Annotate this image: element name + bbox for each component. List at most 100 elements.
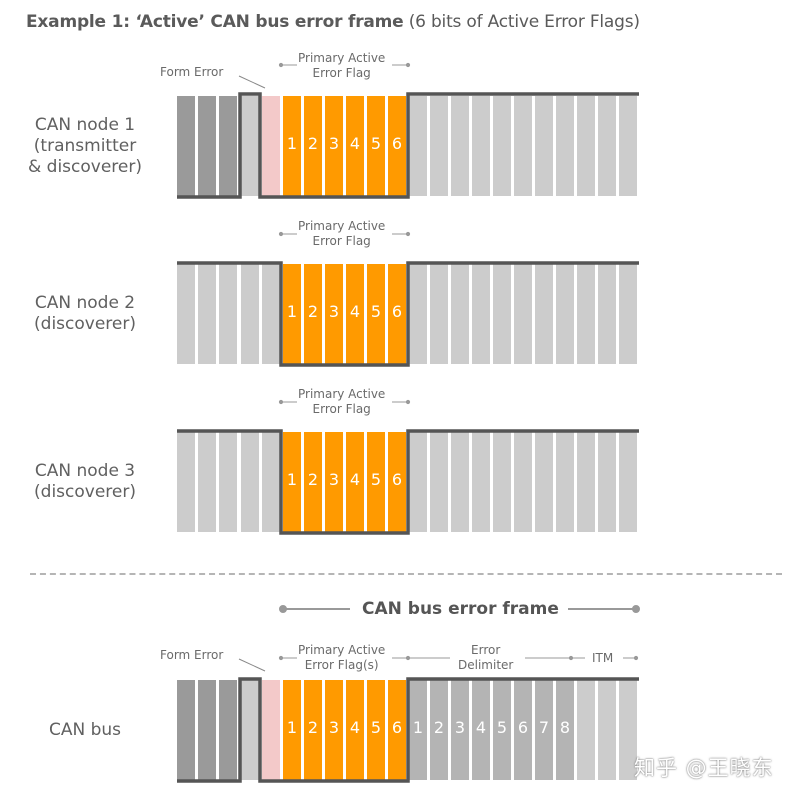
bit	[493, 432, 511, 532]
bit	[241, 432, 259, 532]
node2-bit-row: 1 2 3 4 5 6	[177, 261, 639, 368]
bit-number: 6	[391, 718, 403, 737]
bit	[472, 432, 490, 532]
delimiter-bit: 5	[493, 680, 511, 780]
bit	[598, 264, 616, 364]
node3-flag-annotation: Primary Active Error Flag	[298, 387, 385, 417]
bit	[472, 264, 490, 364]
bit	[451, 264, 469, 364]
bit-number: 4	[349, 470, 361, 489]
form-error-bit	[262, 96, 280, 196]
bus-itm-annotation: ITM	[592, 651, 614, 665]
bus-delimiter-annotation-line2: Delimiter	[458, 658, 514, 672]
error-flag-bit: 6	[388, 96, 406, 196]
error-flag-bit: 2	[304, 432, 322, 532]
bit	[535, 264, 553, 364]
title-subtitle: (6 bits of Active Error Flags)	[403, 12, 640, 32]
bit-number: 2	[307, 302, 319, 321]
node1-label-line1: CAN node 1	[34, 115, 136, 135]
node3-bit-row: 1 2 3 4 5 6	[177, 429, 639, 536]
bit	[514, 432, 532, 532]
bit	[556, 96, 574, 196]
node3-annotation-line1: Primary Active	[298, 387, 386, 401]
bit	[198, 432, 216, 532]
bit-number: 3	[328, 470, 340, 489]
bit-number: 3	[328, 134, 340, 153]
signal-waveform	[177, 677, 639, 783]
delimiter-bit: 2	[430, 680, 448, 780]
error-flag-bit: 4	[346, 264, 364, 364]
itm-bit	[598, 680, 616, 780]
bus-delimiter-annotation: Error Delimiter	[458, 643, 513, 673]
bit-number: 3	[328, 718, 340, 737]
itm-bit	[619, 680, 637, 780]
bit	[493, 96, 511, 196]
delimiter-bit: 8	[556, 680, 574, 780]
bit	[177, 432, 195, 532]
bit-number: 4	[475, 718, 487, 737]
node3-annotation-line2: Error Flag	[312, 402, 371, 416]
bit	[451, 96, 469, 196]
bit	[535, 96, 553, 196]
delimiter-bit: 6	[514, 680, 532, 780]
node1-label-line2: (transmitter	[33, 136, 137, 156]
watermark: 知乎 @王晓东	[634, 756, 774, 780]
bit	[577, 264, 595, 364]
bit	[409, 264, 427, 364]
bit-number: 7	[538, 718, 550, 737]
bit-number: 1	[412, 718, 424, 737]
bit	[619, 432, 637, 532]
delimiter-bit: 1	[409, 680, 427, 780]
bit-number: 6	[391, 470, 403, 489]
error-flag-bit: 2	[304, 680, 322, 780]
bit	[577, 432, 595, 532]
node1-annotation-line1: Primary Active	[298, 51, 386, 65]
bit-number: 1	[286, 718, 298, 737]
bit-number: 5	[370, 134, 382, 153]
bit	[493, 264, 511, 364]
bus-flag-annotation-line2: Error Flag(s)	[304, 658, 379, 672]
bit	[535, 432, 553, 532]
node1-label: CAN node 1 (transmitter & discoverer)	[0, 115, 170, 178]
error-flag-bit: 2	[304, 264, 322, 364]
error-flag-bit: 4	[346, 96, 364, 196]
bit	[198, 680, 216, 780]
delimiter-bit: 4	[472, 680, 490, 780]
bit-number: 6	[391, 302, 403, 321]
bus-flag-annotation: Primary Active Error Flag(s)	[298, 643, 385, 673]
node1-flag-annotation: Primary Active Error Flag	[298, 51, 385, 81]
bit	[177, 264, 195, 364]
bit	[198, 264, 216, 364]
bit-number: 4	[349, 718, 361, 737]
node2-annotation-line2: Error Flag	[312, 234, 371, 248]
node2-annotation-line1: Primary Active	[298, 219, 386, 233]
error-flag-bit: 3	[325, 432, 343, 532]
error-flag-bit: 4	[346, 432, 364, 532]
bit	[219, 96, 237, 196]
error-flag-bit: 6	[388, 264, 406, 364]
bit	[219, 680, 237, 780]
diagram-title: Example 1: ‘Active’ CAN bus error frame …	[26, 12, 640, 32]
bit-number: 8	[559, 718, 571, 737]
node2-flag-annotation: Primary Active Error Flag	[298, 219, 385, 249]
bit-number: 2	[307, 718, 319, 737]
bit	[451, 432, 469, 532]
bit	[430, 96, 448, 196]
bus-delimiter-annotation-line1: Error	[471, 643, 501, 657]
node1-label-line3: & discoverer)	[28, 157, 142, 177]
bit	[262, 264, 280, 364]
bit-number: 5	[370, 302, 382, 321]
bit	[577, 96, 595, 196]
bit	[430, 432, 448, 532]
error-flag-bit: 2	[304, 96, 322, 196]
error-flag-bit: 4	[346, 680, 364, 780]
bit-number: 3	[328, 302, 340, 321]
bit	[409, 96, 427, 196]
error-flag-bit: 1	[283, 264, 301, 364]
bit-number: 5	[370, 470, 382, 489]
node3-label-line2: (discoverer)	[34, 482, 136, 502]
error-flag-bit: 6	[388, 680, 406, 780]
node1-annotation-line2: Error Flag	[312, 66, 371, 80]
bit-number: 4	[349, 134, 361, 153]
